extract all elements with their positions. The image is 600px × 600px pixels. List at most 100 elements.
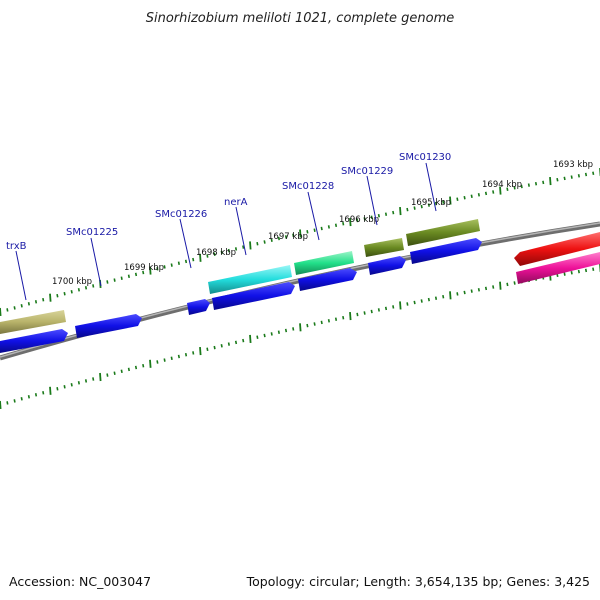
map-title: Sinorhizobium meliloti 1021, complete ge… xyxy=(146,11,455,26)
gene-bar-smc01229[interactable] xyxy=(364,238,404,257)
outer-ring-minor-tick xyxy=(492,190,495,194)
outer-tick-ring xyxy=(0,168,600,317)
inner-ring-minor-tick xyxy=(6,401,9,405)
cds-arrow-smc01228[interactable] xyxy=(298,268,357,291)
kbp-label-1693: 1693 kbp xyxy=(553,160,593,170)
gene-bar-nera[interactable] xyxy=(208,265,292,294)
inner-ring-minor-tick xyxy=(127,367,130,372)
outer-ring-minor-tick xyxy=(570,175,573,179)
cds-arrow-smc01226[interactable] xyxy=(187,299,210,315)
outer-ring-minor-tick xyxy=(456,197,459,201)
outer-ring-minor-tick xyxy=(563,176,566,181)
outer-ring-minor-tick xyxy=(534,181,538,186)
inner-ring-minor-tick xyxy=(363,311,366,315)
outer-ring-major-tick xyxy=(399,207,402,216)
outer-ring-major-tick xyxy=(249,241,252,250)
outer-ring-major-tick xyxy=(199,253,202,262)
outer-ring-minor-tick xyxy=(84,286,88,290)
outer-ring-minor-tick xyxy=(77,288,80,292)
inner-ring-minor-tick xyxy=(63,385,66,389)
gene-bar-smc01230[interactable] xyxy=(406,219,480,246)
inner-ring-major-tick xyxy=(299,323,302,332)
inner-ring-minor-tick xyxy=(256,335,259,339)
inner-ring-minor-tick xyxy=(77,381,80,385)
outer-ring-minor-tick xyxy=(92,284,95,288)
outer-ring-major-tick xyxy=(149,266,152,275)
cds-arrow-smc01229[interactable] xyxy=(368,256,406,275)
gene-label-smc01229[interactable]: SMc01229 xyxy=(341,166,393,177)
outer-ring-minor-tick xyxy=(263,240,266,244)
outer-ring-minor-tick xyxy=(277,236,280,241)
outer-ring-minor-tick xyxy=(434,201,438,206)
outer-ring-minor-tick xyxy=(363,217,366,221)
inner-ring-minor-tick xyxy=(134,365,138,370)
outer-ring-minor-tick xyxy=(470,194,473,199)
inner-ring-major-tick xyxy=(49,386,52,395)
outer-ring-minor-tick xyxy=(163,265,166,269)
inner-ring-minor-tick xyxy=(84,379,88,383)
gene-bar-smc01228[interactable] xyxy=(294,251,354,275)
cds-arrow-trxb[interactable] xyxy=(0,329,68,353)
outer-ring-minor-tick xyxy=(13,306,16,310)
outer-ring-minor-tick xyxy=(56,293,59,298)
gene-bar-trxb[interactable] xyxy=(0,310,66,334)
inner-ring-minor-tick xyxy=(327,319,330,323)
outer-ring-minor-tick xyxy=(184,259,188,264)
outer-ring-minor-tick xyxy=(520,184,523,189)
outer-ring-major-tick xyxy=(49,293,52,302)
gene-label-nera[interactable]: nerA xyxy=(224,197,248,208)
gene-track xyxy=(0,219,480,334)
gene-label-smc01228[interactable]: SMc01228 xyxy=(282,181,334,192)
accession-text: Accession: NC_003047 xyxy=(9,574,151,589)
inner-ring-minor-tick xyxy=(120,369,123,374)
inner-ring-minor-tick xyxy=(34,393,38,397)
outer-ring-minor-tick xyxy=(420,204,423,209)
outer-ring-minor-tick xyxy=(220,250,223,255)
outer-ring-minor-tick xyxy=(170,263,173,267)
outer-ring-minor-tick xyxy=(556,177,559,182)
inner-ring-minor-tick xyxy=(156,360,159,364)
feature-red[interactable] xyxy=(514,232,600,266)
inner-ring-minor-tick xyxy=(420,299,423,303)
inner-ring-major-tick xyxy=(449,291,452,300)
inner-ring-minor-tick xyxy=(434,296,438,300)
outer-ring-major-tick xyxy=(299,229,302,238)
inner-ring-minor-tick xyxy=(227,342,230,346)
inner-ring-major-tick xyxy=(499,281,502,290)
outer-ring-minor-tick xyxy=(106,280,109,284)
inner-ring-major-tick xyxy=(149,359,152,368)
outer-ring-major-tick xyxy=(499,186,502,195)
inner-ring-minor-tick xyxy=(470,289,473,293)
cds-arrow-nera[interactable] xyxy=(212,282,295,310)
gene-label-smc01230[interactable]: SMc01230 xyxy=(399,152,451,163)
gene-label-smc01225[interactable]: SMc01225 xyxy=(66,227,118,238)
inner-ring-minor-tick xyxy=(506,282,509,287)
genome-summary-text: Topology: circular; Length: 3,654,135 bp… xyxy=(246,574,590,589)
inner-ring-minor-tick xyxy=(306,323,309,328)
inner-ring-minor-tick xyxy=(492,285,495,289)
outer-ring-minor-tick xyxy=(63,291,66,296)
outer-ring-minor-tick xyxy=(256,241,259,246)
outer-ring-minor-tick xyxy=(142,270,145,275)
gene-label-trxb[interactable]: trxB xyxy=(6,241,27,252)
inner-ring-minor-tick xyxy=(477,288,480,292)
outer-ring-minor-tick xyxy=(477,193,480,197)
inner-ring-minor-tick xyxy=(484,286,488,291)
outer-ring-major-tick xyxy=(549,177,552,186)
outer-ring-minor-tick xyxy=(527,183,530,187)
cds-arrow-smc01225[interactable] xyxy=(75,314,142,338)
inner-ring-minor-tick xyxy=(592,267,595,271)
inner-ring-minor-tick xyxy=(263,333,266,338)
inner-ring-minor-tick xyxy=(406,302,409,306)
cds-arrow-smc01230[interactable] xyxy=(410,238,482,264)
feature-pink[interactable] xyxy=(516,252,600,284)
inner-ring-minor-tick xyxy=(192,351,195,355)
inner-ring-minor-tick xyxy=(92,377,95,381)
gene-label-smc01226[interactable]: SMc01226 xyxy=(155,209,207,220)
inner-ring-major-tick xyxy=(99,372,102,382)
outer-ring-minor-tick xyxy=(306,230,309,234)
outer-ring-minor-tick xyxy=(70,290,73,294)
inner-ring-minor-tick xyxy=(220,344,223,348)
inner-ring-minor-tick xyxy=(456,292,459,296)
